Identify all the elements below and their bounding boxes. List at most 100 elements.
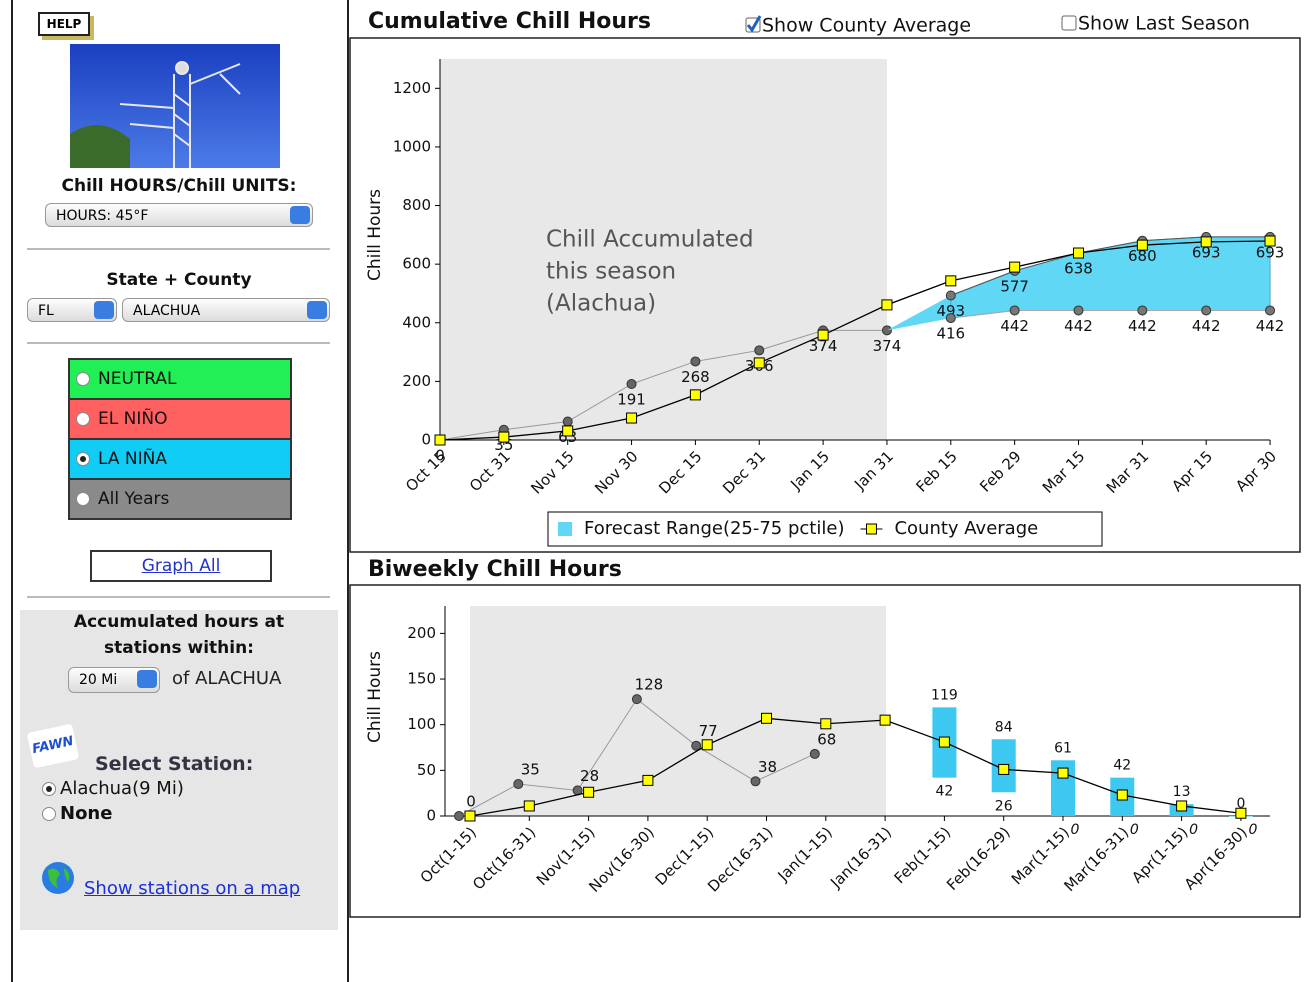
enso-option[interactable]: All Years [70,480,290,518]
data-label: 61 [1054,740,1072,756]
data-label: 0 [1236,796,1245,812]
marker [562,416,573,427]
data-label: 268 [681,368,710,386]
marker [464,810,476,822]
data-label: 442 [1192,317,1221,335]
select-value: ALACHUA [133,303,201,319]
y-tick-label: 0 [426,807,436,825]
data-label: 442 [1000,317,1029,335]
option-label: LA NIÑA [98,449,167,469]
data-label: 13 [1173,784,1191,800]
marker [1073,247,1084,259]
y-tick-label: 600 [402,255,431,273]
data-label: 26 [995,798,1013,814]
series-line [439,329,887,441]
divider [27,342,330,344]
data-label: 577 [1000,277,1029,295]
data-label: 442 [1256,317,1285,335]
marker [879,714,891,726]
enso-option[interactable]: LA NIÑA [70,440,290,480]
station-option[interactable]: None [40,803,112,824]
radio [42,782,56,796]
marker [753,357,765,369]
marker [1136,239,1148,251]
data-label: 128 [635,676,664,694]
y-tick-label: 1000 [393,137,431,155]
radio [76,372,90,386]
select-value: 20 Mi [79,672,118,688]
data-label: 442 [1064,317,1093,335]
marker [945,290,956,301]
checkbox[interactable]: Show Last Season [1061,13,1250,35]
fawn-logo: FAWN [26,723,80,769]
y-axis-label: Chill Hours [365,189,385,281]
marker [938,736,950,748]
marker [1057,767,1069,779]
series-line [439,240,1271,441]
data-label: 38 [758,758,777,776]
annotation: this season [546,259,676,285]
enso-options: NEUTRAL EL NIÑO LA NIÑA All Years [68,358,292,520]
legend-label: Forecast Range(25-75 pctile) [584,518,844,539]
y-tick-label: 1200 [393,79,431,97]
map-link[interactable]: Show stations on a map [84,878,301,899]
option-label: NEUTRAL [98,369,177,389]
legend-swatch [865,523,877,535]
marker [691,740,702,751]
enso-option[interactable]: EL NIÑO [70,400,290,440]
checkbox[interactable]: Show County Average [745,15,971,37]
marker [434,434,446,446]
marker [1009,305,1020,316]
units-label: Chill HOURS/Chill UNITS: [61,176,297,196]
help-button[interactable]: HELP [38,12,90,36]
checkbox-label: Show Last Season [1078,13,1250,35]
checkbox-box [1061,15,1077,31]
season-shade [470,606,886,816]
check-mark [746,15,762,33]
select-value: FL [38,303,54,319]
option-label: Alachua(9 Mi) [60,778,184,799]
checkbox-label: Show County Average [762,15,971,37]
data-label: 374 [809,337,838,355]
county-select[interactable]: ALACHUA [122,298,330,322]
state-select[interactable]: FL [27,298,117,322]
marker [1009,261,1021,273]
divider [27,596,330,598]
marker [761,712,772,724]
data-label: 191 [617,391,646,409]
marker [881,299,893,311]
data-label: 493 [936,302,965,320]
data-label: 416 [936,325,965,343]
data-label: 0 [1071,822,1080,838]
y-tick-label: 200 [402,372,431,390]
radio [76,412,90,426]
data-label: 42 [935,784,953,800]
graph-all-button[interactable]: Graph All [90,550,272,582]
station-photo [70,44,280,168]
data-label: 0 [1248,822,1257,838]
enso-option[interactable]: NEUTRAL [70,360,290,400]
y-tick-label: 0 [421,431,431,449]
data-label: 35 [521,761,540,779]
data-label: 693 [1192,243,1221,261]
marker [998,763,1010,775]
data-label: 680 [1128,247,1157,265]
series-line [950,236,1271,296]
y-tick-label: 100 [407,715,436,733]
globe-icon [42,862,74,894]
marker [1264,235,1276,247]
marker [1116,789,1128,801]
marker [454,811,464,821]
marker [750,776,761,787]
y-tick-label: 400 [402,313,431,331]
radio [42,807,56,821]
data-label: 693 [1256,243,1285,261]
station-option[interactable]: Alachua(9 Mi) [40,778,184,799]
station-label: Select Station: [95,753,254,775]
y-tick-label: 800 [402,196,431,214]
units-select[interactable]: HOURS: 45°F [45,203,313,227]
radius-select[interactable]: 20 Mi [68,667,160,693]
marker [1200,236,1212,248]
marker [523,800,535,812]
data-label: 119 [931,687,958,703]
